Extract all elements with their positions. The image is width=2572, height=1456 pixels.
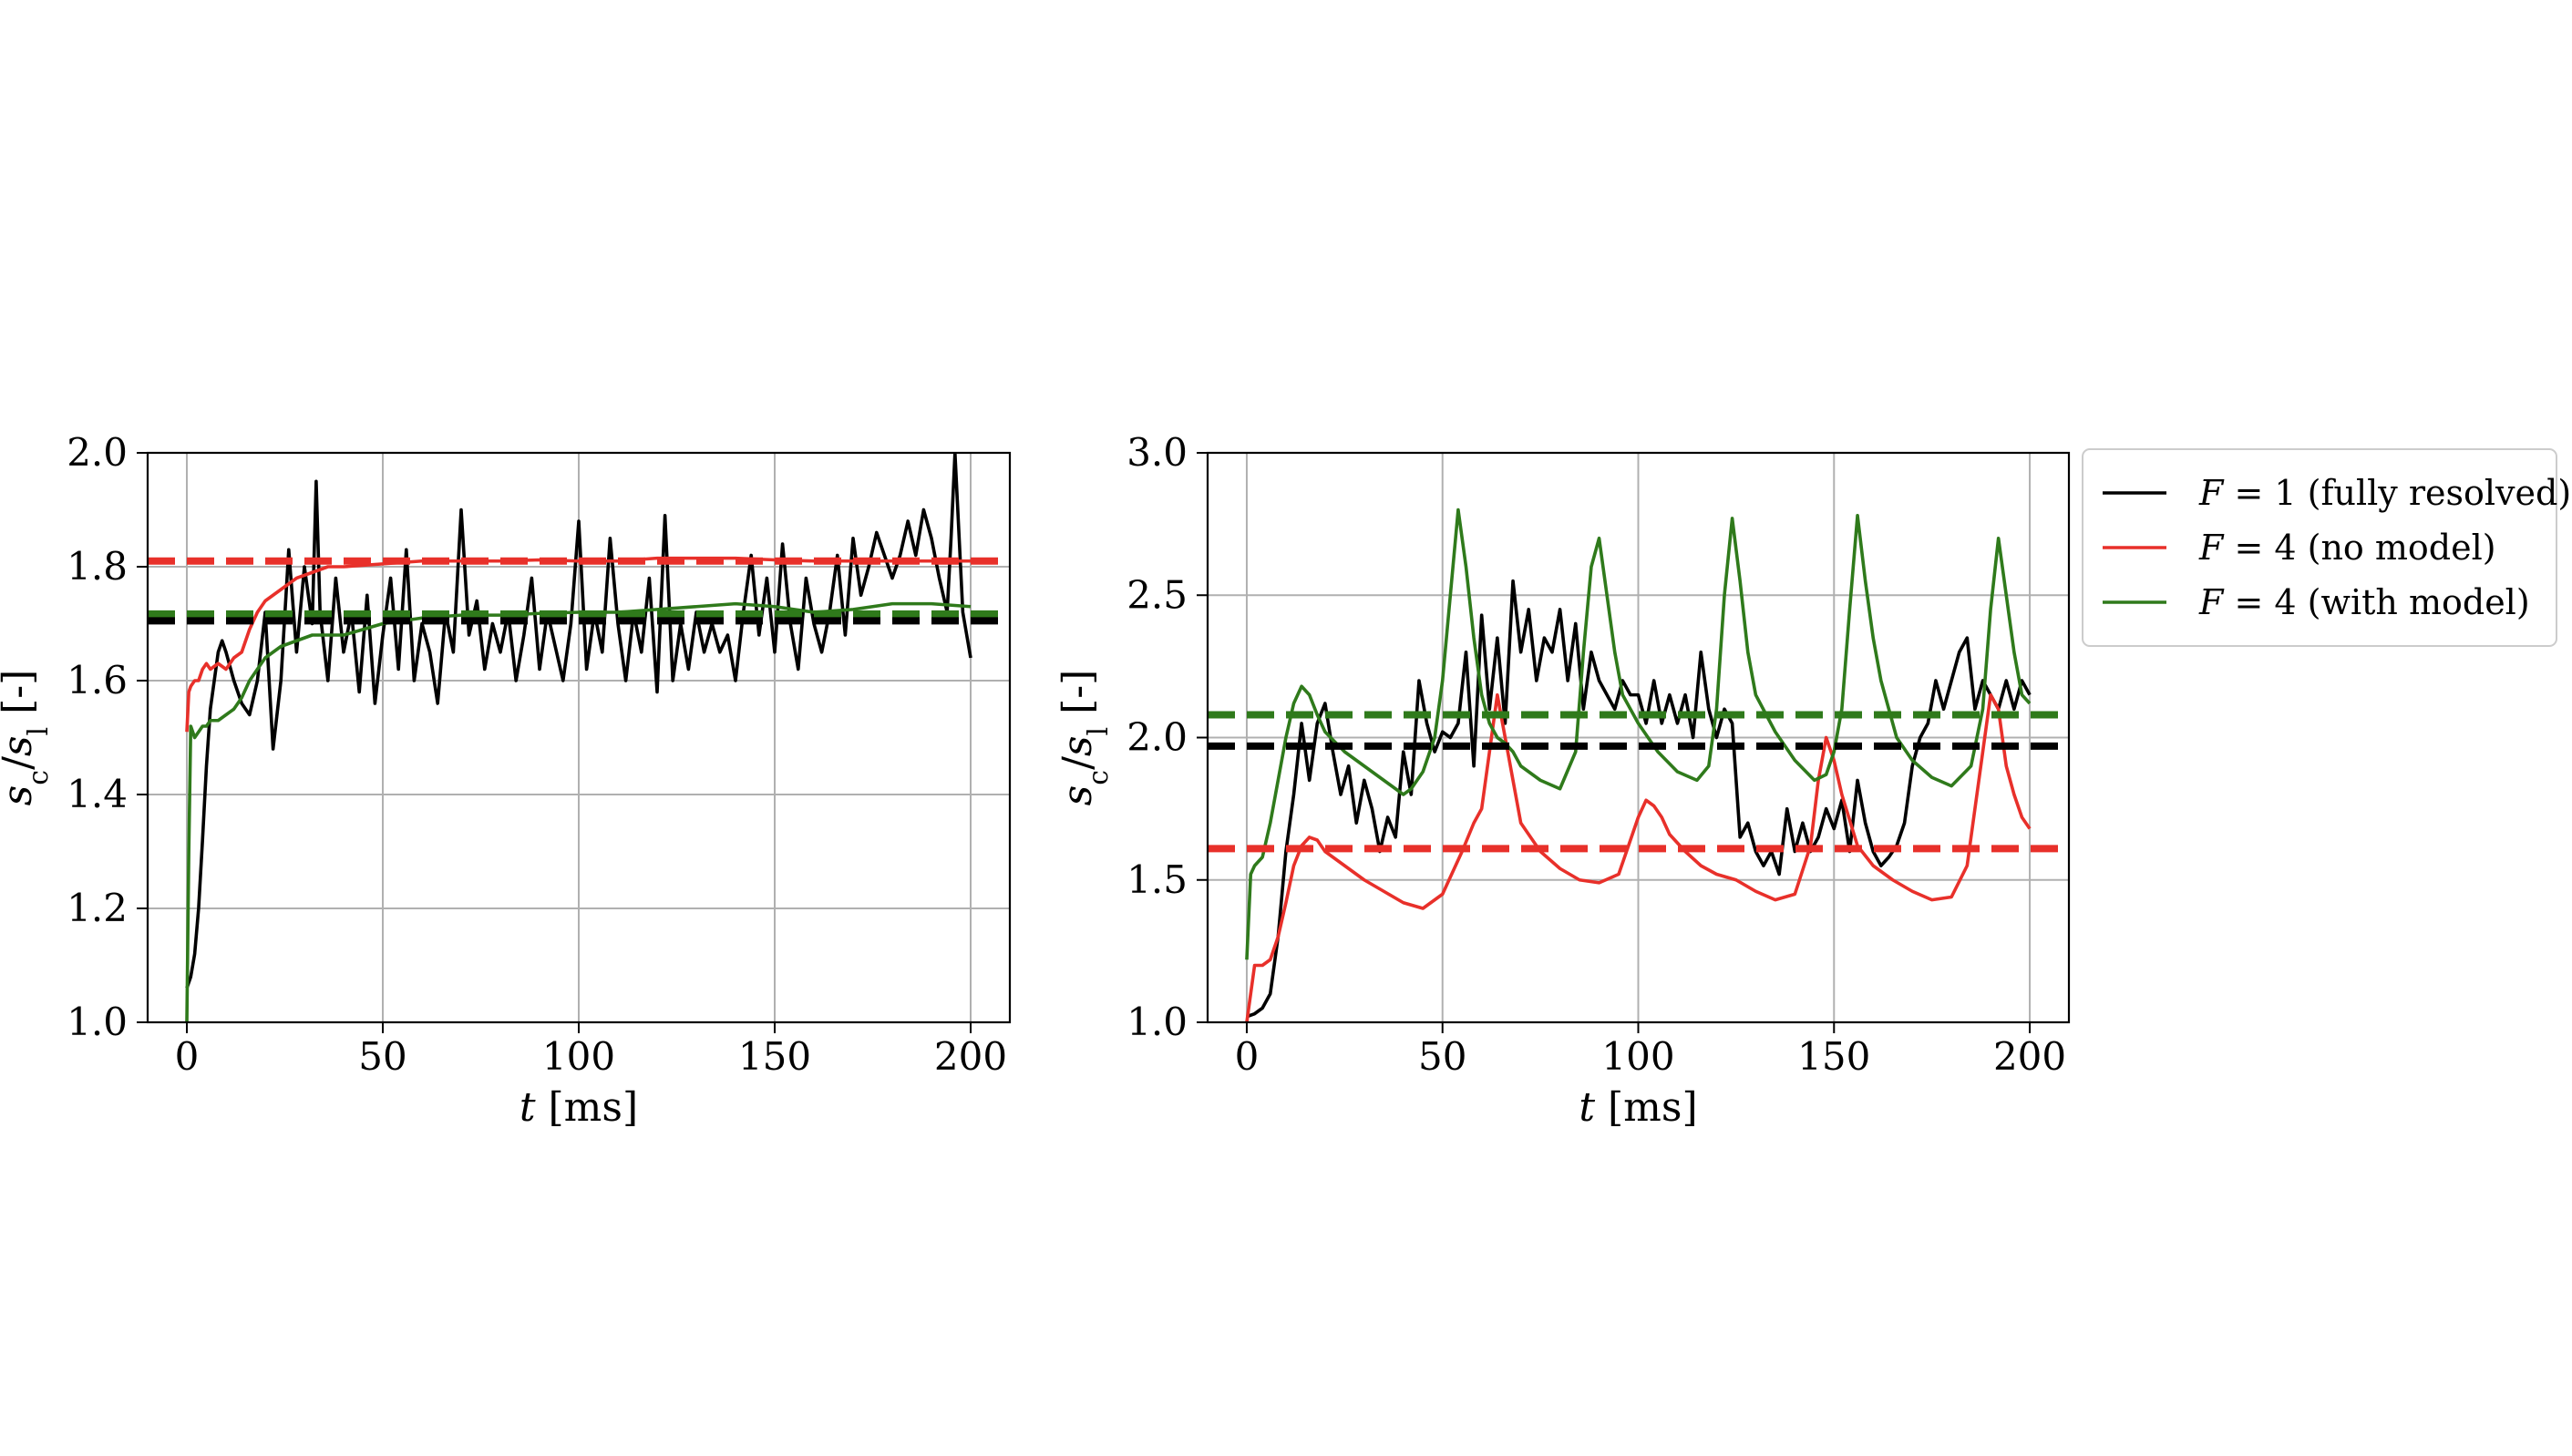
y-tick-label: 2.0 [1127,715,1188,760]
y-tick-label: 1.6 [67,658,128,702]
y-tick-label: 1.0 [67,1000,128,1044]
right-chart: 0 50 100 150 200 1.0 1.5 2.0 2.5 3.0 t [ms] sc/sl [… [1055,430,2071,1131]
y-tick-label: 3.0 [1127,430,1188,475]
legend-entry-label: F = 4 (with model) [2198,582,2530,622]
x-tick-label: 150 [738,1034,811,1079]
y-tick-label: 2.0 [67,430,128,475]
x-tick-label: 0 [175,1034,200,1079]
y-tick-label: 1.0 [1127,1000,1188,1044]
x-tick-label: 150 [1797,1034,1870,1079]
x-tick-label: 100 [542,1034,615,1079]
x-tick-label: 0 [1235,1034,1260,1079]
series-line [1245,508,2032,960]
y-axis-label: sc/sl [-] [1055,670,1115,806]
x-axis-label: t [ms] [520,1084,638,1131]
y-tick-label: 1.8 [67,544,128,589]
x-tick-label: 100 [1601,1034,1674,1079]
x-axis-label: t [ms] [1579,1084,1697,1131]
series-line [185,601,972,1022]
series-line [1245,692,2032,1022]
series-line [1246,579,2032,1019]
y-axis-label: sc/sl [-] [0,670,55,806]
series-group [1208,508,2069,1022]
legend: F = 1 (fully resolved) F = 4 (no model) F … [2082,448,2571,647]
x-tick-label: 200 [1993,1034,2066,1079]
y-tick-label: 1.4 [67,772,128,816]
y-tick-label: 1.2 [67,886,128,930]
y-tick-label: 1.5 [1127,857,1188,902]
series-line [185,453,972,989]
x-tick-label: 50 [358,1034,406,1079]
legend-entry-label: F = 1 (fully resolved) [2198,473,2571,513]
x-tick-label: 200 [934,1034,1007,1079]
legend-entry-label: F = 4 (no model) [2198,528,2496,568]
left-chart: 0 50 100 150 200 1.0 1.2 1.4 1.6 1.8 2.0 t [ms] sc/s… [0,430,1012,1131]
legend-box [2082,448,2557,647]
x-tick-label: 50 [1418,1034,1466,1079]
series-group [148,453,1010,1022]
y-tick-label: 2.5 [1127,572,1188,617]
